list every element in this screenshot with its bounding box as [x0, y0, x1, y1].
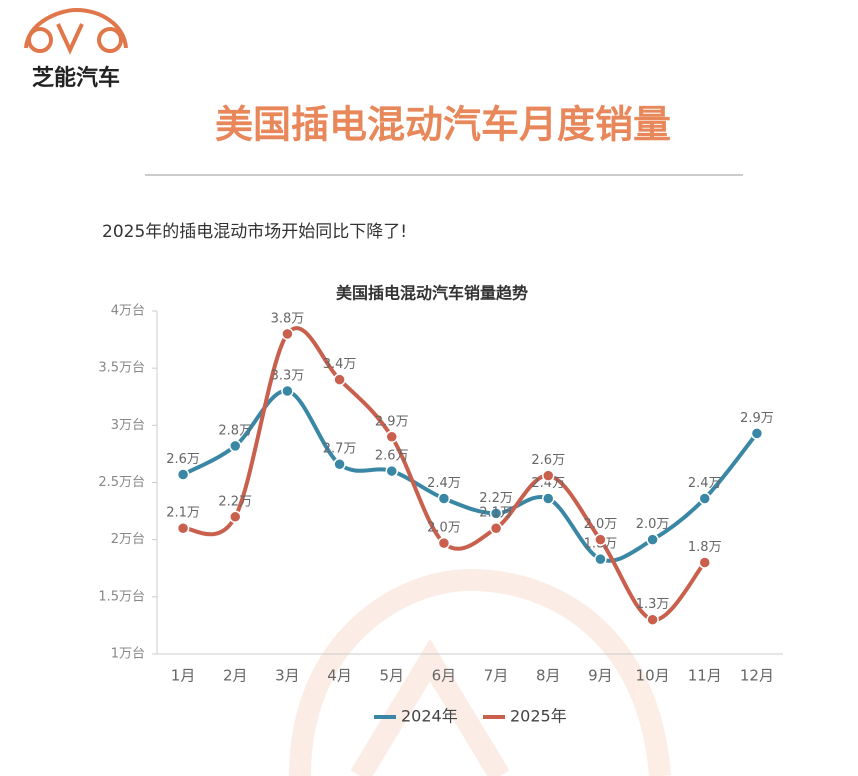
- data-point: [489, 507, 503, 520]
- data-label: 2.0万: [584, 517, 618, 532]
- data-point: [750, 427, 764, 440]
- x-tick-label: 7月: [484, 667, 509, 685]
- data-label: 2.7万: [323, 442, 357, 457]
- data-label: 2.6万: [375, 449, 409, 464]
- series-line: [182, 326, 707, 622]
- x-tick-label: 10月: [636, 667, 670, 685]
- series-line: [182, 389, 759, 563]
- data-label: 2.6万: [531, 453, 565, 468]
- data-point: [489, 521, 503, 535]
- data-point: [281, 327, 294, 341]
- data-label: 2.8万: [218, 423, 252, 438]
- x-tick-label: 4月: [327, 667, 352, 685]
- data-point: [646, 533, 659, 546]
- x-tick-label: 2月: [223, 667, 248, 685]
- legend-label: 2025年: [510, 707, 567, 726]
- data-point: [698, 492, 711, 505]
- data-label: 2.1万: [166, 506, 200, 521]
- x-tick-label: 12月: [740, 667, 774, 685]
- data-point: [437, 492, 451, 505]
- data-label: 3.4万: [323, 357, 357, 372]
- y-tick-label: 3万台: [111, 418, 145, 433]
- chart-title: 美国插电混动汽车销量趋势: [336, 284, 528, 303]
- data-label: 2.2万: [479, 491, 513, 506]
- data-label: 2.4万: [688, 476, 722, 491]
- x-tick-label: 5月: [379, 667, 404, 685]
- x-tick-label: 8月: [536, 667, 561, 685]
- data-label: 2.2万: [218, 494, 252, 509]
- data-point: [385, 430, 398, 444]
- y-tick-label: 2万台: [111, 532, 145, 547]
- data-label: 2.4万: [427, 476, 461, 491]
- x-tick-label: 3月: [275, 667, 300, 685]
- x-tick-label: 11月: [688, 667, 722, 685]
- data-point: [646, 613, 659, 626]
- data-point: [333, 373, 346, 386]
- y-tick-label: 3.5万台: [98, 361, 145, 376]
- data-point: [437, 536, 451, 550]
- data-label: 2.1万: [479, 506, 513, 521]
- headline: 美国插电混动汽车月度销量: [215, 103, 671, 147]
- data-point: [594, 533, 607, 546]
- data-label: 3.3万: [271, 369, 305, 384]
- data-point: [229, 510, 242, 524]
- data-label: 2.0万: [636, 517, 670, 532]
- data-label: 2.6万: [166, 452, 200, 467]
- data-point: [176, 521, 190, 535]
- watermark: [289, 568, 671, 776]
- x-tick-label: 1月: [171, 667, 196, 685]
- data-point: [385, 464, 398, 478]
- data-point: [281, 384, 294, 398]
- logo: [24, 7, 128, 55]
- subtitle: 2025年的插电混动市场开始同比下降了!: [102, 222, 407, 242]
- data-label: 2.9万: [375, 414, 409, 429]
- data-point: [333, 457, 346, 471]
- brand: 芝能汽车: [32, 65, 120, 91]
- data-point: [176, 468, 190, 481]
- data-label: 2.4万: [531, 476, 565, 491]
- y-tick-label: 2.5万台: [98, 475, 145, 490]
- data-point: [542, 492, 555, 505]
- data-point: [698, 556, 711, 569]
- x-tick-label: 6月: [432, 667, 457, 685]
- y-tick-label: 4万台: [111, 304, 145, 319]
- x-tick-label: 9月: [588, 667, 613, 685]
- y-tick-label: 1.5万台: [98, 589, 145, 604]
- data-point: [594, 552, 607, 566]
- data-label: 3.8万: [271, 311, 305, 326]
- data-label: 1.3万: [636, 597, 670, 612]
- data-label: 2.9万: [740, 411, 774, 426]
- data-point: [229, 439, 242, 453]
- y-tick-label: 1万台: [111, 647, 145, 662]
- data-label: 2.0万: [427, 521, 461, 536]
- legend-label: 2024年: [401, 707, 458, 726]
- data-label: 1.8万: [688, 540, 722, 555]
- data-point: [542, 469, 555, 482]
